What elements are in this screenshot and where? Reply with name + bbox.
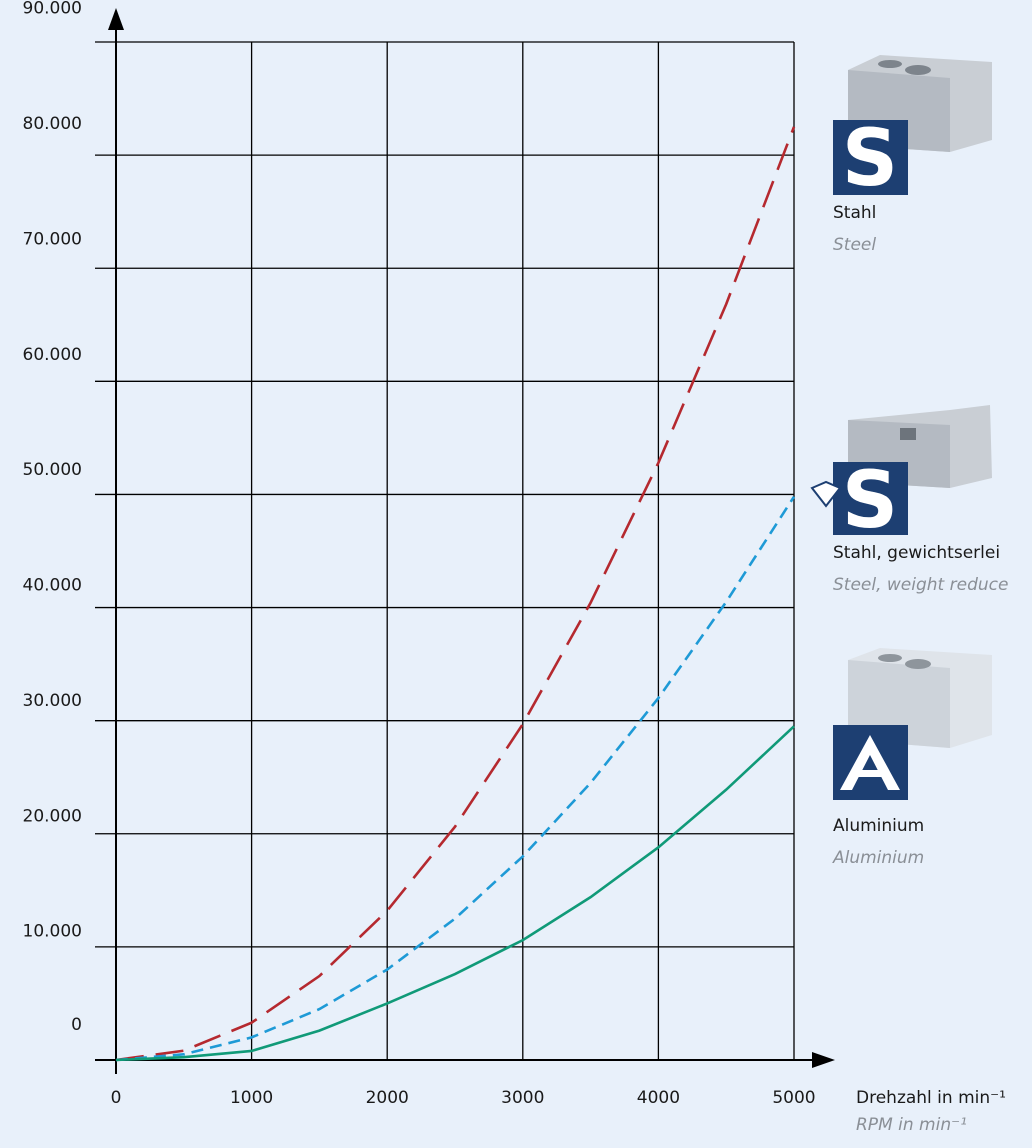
legend-label: Stahl, gewichtserlei [833, 543, 1000, 563]
series-line [115, 126, 796, 1062]
x-axis-label: Drehzahl in min⁻¹ [856, 1088, 1006, 1108]
y-tick-label: 70.000 [23, 229, 82, 249]
y-tick-label: 60.000 [23, 345, 82, 365]
svg-text:S: S [842, 456, 898, 546]
y-tick-label: 40.000 [23, 576, 82, 596]
x-axis-arrow [812, 1052, 835, 1068]
x-tick-label: 2000 [366, 1088, 409, 1108]
x-axis-label-en: RPM in min⁻¹ [856, 1115, 967, 1135]
steel-icon: S [833, 55, 992, 204]
y-tick-label: 80.000 [23, 114, 82, 134]
legend-label: Stahl [833, 203, 876, 223]
x-tick-label: 3000 [501, 1088, 544, 1108]
legend-label-en: Steel, weight reduce [833, 575, 1008, 595]
y-tick-label: 20.000 [23, 806, 82, 826]
x-tick-label: 0 [111, 1088, 122, 1108]
series-line [115, 496, 796, 1062]
steel-light-icon: S [810, 405, 992, 546]
y-tick-label: 0 [71, 1015, 82, 1035]
y-tick-label: 30.000 [23, 691, 82, 711]
y-axis-arrow [108, 8, 124, 30]
legend-label-en: Aluminium [832, 848, 924, 868]
series-line [115, 725, 795, 1062]
x-tick-label: 4000 [637, 1088, 680, 1108]
y-tick-label: 50.000 [23, 460, 82, 480]
x-tick-label: 1000 [230, 1088, 273, 1108]
svg-text:S: S [842, 114, 898, 204]
x-tick-label: 5000 [772, 1088, 815, 1108]
legend-label-en: Steel [833, 235, 876, 255]
y-tick-label: 10.000 [23, 922, 82, 942]
aluminium-icon [833, 648, 992, 800]
legend-label: Aluminium [833, 816, 924, 836]
y-tick-label: 90.000 [23, 0, 82, 19]
